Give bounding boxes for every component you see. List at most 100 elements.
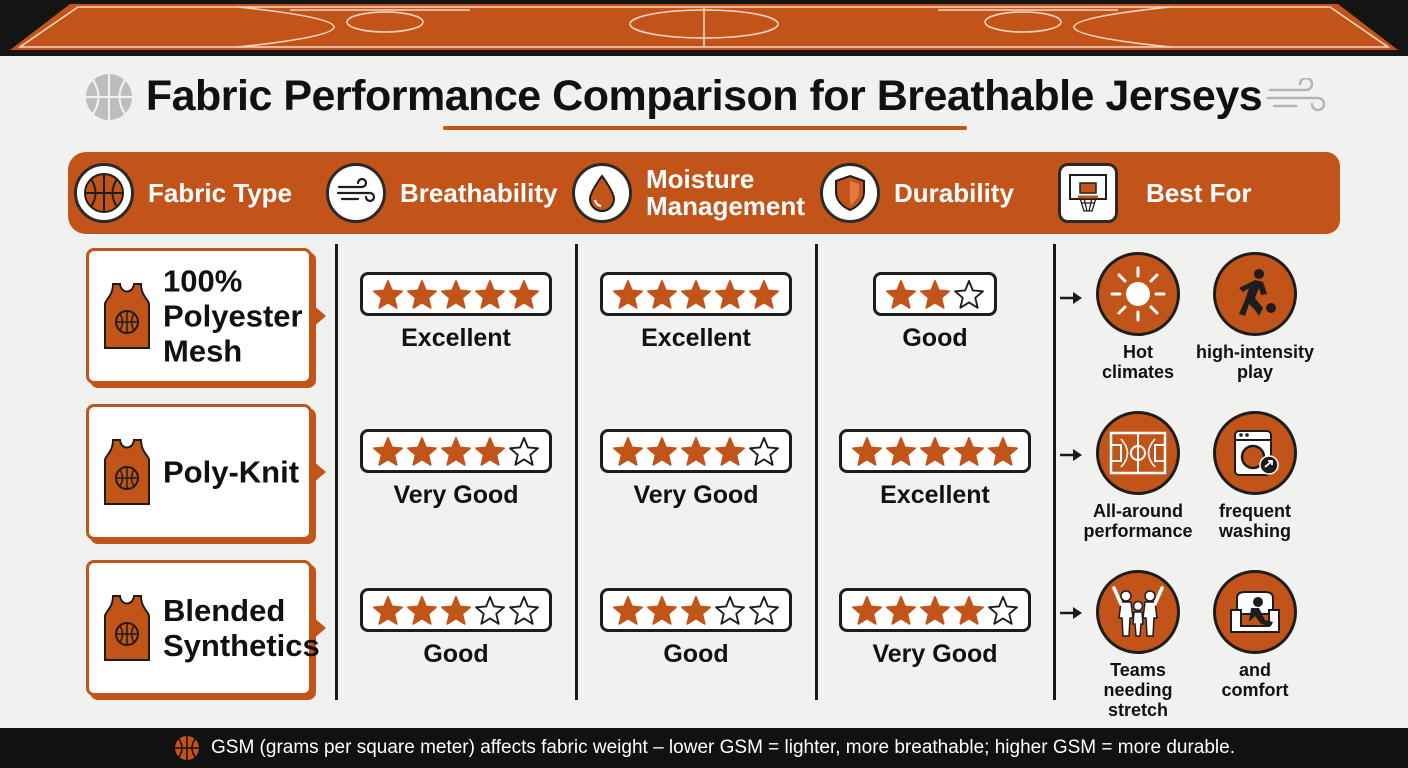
column-divider bbox=[335, 244, 338, 700]
rating-label: Excellent bbox=[401, 324, 511, 352]
best-for-line: comfort bbox=[1221, 680, 1289, 700]
best-for-line: high-intensity bbox=[1196, 342, 1314, 362]
star-filled-icon bbox=[886, 280, 916, 309]
star-filled-icon bbox=[407, 437, 437, 466]
star-filled-icon bbox=[647, 596, 677, 625]
best-for-label: frequent washing bbox=[1196, 501, 1314, 541]
footer-text: GSM (grams per square meter) affects fab… bbox=[211, 737, 1235, 758]
star-empty-icon bbox=[475, 596, 505, 625]
star-empty-icon bbox=[749, 437, 779, 466]
star-filled-icon bbox=[647, 280, 677, 309]
water-drop-icon bbox=[572, 163, 632, 223]
jersey-icon bbox=[104, 283, 150, 349]
star-empty-icon bbox=[509, 596, 539, 625]
fabric-card-polyester-mesh: 100% Polyester Mesh bbox=[86, 248, 326, 384]
rating-label: Excellent bbox=[880, 481, 990, 509]
best-for-item: All-around performance bbox=[1079, 411, 1197, 541]
basketball-icon bbox=[175, 736, 199, 760]
star-filled-icon bbox=[920, 437, 950, 466]
best-for-line: Hot bbox=[1123, 342, 1153, 362]
fabric-name: 100% Polyester Mesh bbox=[163, 263, 303, 369]
header-label: Moisture Management bbox=[646, 166, 805, 220]
fabric-name: Poly-Knit bbox=[163, 454, 300, 490]
star-filled-icon bbox=[647, 437, 677, 466]
card-pointer bbox=[312, 460, 326, 484]
shield-icon bbox=[820, 163, 880, 223]
star-filled-icon bbox=[886, 437, 916, 466]
moisture-rating: Very Good bbox=[577, 429, 815, 510]
star-filled-icon bbox=[509, 280, 539, 309]
wind-icon bbox=[1266, 78, 1326, 112]
best-for-item: Teams needing stretch bbox=[1079, 570, 1197, 720]
sun-icon bbox=[1096, 252, 1180, 336]
durability-rating: Excellent bbox=[816, 429, 1054, 510]
star-filled-icon bbox=[681, 437, 711, 466]
best-for-item: frequent washing bbox=[1196, 411, 1314, 541]
star-filled-icon bbox=[441, 596, 471, 625]
best-for-line: play bbox=[1236, 362, 1274, 382]
star-filled-icon bbox=[407, 280, 437, 309]
arrow-right-icon bbox=[1060, 449, 1082, 461]
best-for-line: stretch bbox=[1107, 700, 1169, 720]
arrow-right-icon bbox=[1060, 292, 1082, 304]
star-empty-icon bbox=[509, 437, 539, 466]
header-label: Breathability bbox=[400, 177, 558, 208]
best-for-item: Hot climates bbox=[1079, 252, 1197, 382]
star-filled-icon bbox=[681, 280, 711, 309]
page-title: Fabric Performance Comparison for Breath… bbox=[145, 72, 1263, 120]
star-empty-icon bbox=[715, 596, 745, 625]
star-filled-icon bbox=[681, 596, 711, 625]
dribbling-player-icon bbox=[1213, 252, 1297, 336]
card-pointer bbox=[312, 304, 326, 328]
arrow-right-icon bbox=[1060, 607, 1082, 619]
header-durability: Durability bbox=[820, 152, 1014, 234]
star-filled-icon bbox=[475, 280, 505, 309]
best-for-label: Teams needing stretch bbox=[1079, 660, 1197, 720]
breathability-rating: Excellent bbox=[337, 272, 575, 353]
rating-label: Excellent bbox=[641, 324, 751, 352]
best-for-label: and comfort bbox=[1196, 660, 1314, 700]
star-rating bbox=[360, 588, 552, 632]
best-for-item: and comfort bbox=[1196, 570, 1314, 700]
star-filled-icon bbox=[373, 437, 403, 466]
star-filled-icon bbox=[852, 437, 882, 466]
best-for-line: performance bbox=[1083, 521, 1193, 541]
basketball-icon bbox=[74, 163, 134, 223]
star-empty-icon bbox=[749, 596, 779, 625]
basketball-icon bbox=[86, 74, 132, 120]
basketball-hoop-icon bbox=[1058, 163, 1118, 223]
durability-rating: Very Good bbox=[816, 588, 1054, 669]
header-label: Fabric Type bbox=[148, 177, 293, 208]
best-for-label: high-intensity play bbox=[1196, 342, 1314, 382]
star-filled-icon bbox=[613, 437, 643, 466]
star-rating bbox=[600, 272, 792, 316]
star-filled-icon bbox=[715, 280, 745, 309]
star-empty-icon bbox=[954, 280, 984, 309]
star-filled-icon bbox=[920, 280, 950, 309]
rating-label: Very Good bbox=[393, 481, 519, 509]
star-rating bbox=[839, 588, 1031, 632]
rating-label: Good bbox=[423, 640, 489, 668]
rating-label: Very Good bbox=[872, 640, 998, 668]
fabric-card-blended-synthetics: Blended Synthetics bbox=[86, 560, 326, 696]
footer-note: GSM (grams per square meter) affects fab… bbox=[0, 728, 1408, 768]
star-filled-icon bbox=[954, 437, 984, 466]
rating-label: Good bbox=[902, 324, 968, 352]
star-filled-icon bbox=[920, 596, 950, 625]
column-divider bbox=[1053, 244, 1056, 700]
jersey-icon bbox=[104, 595, 150, 661]
star-filled-icon bbox=[988, 437, 1018, 466]
best-for-line: frequent bbox=[1219, 501, 1291, 521]
armchair-comfort-icon bbox=[1213, 570, 1297, 654]
column-divider bbox=[815, 244, 818, 700]
header-fabric-type: Fabric Type bbox=[74, 152, 292, 234]
moisture-rating: Good bbox=[577, 588, 815, 669]
star-empty-icon bbox=[988, 596, 1018, 625]
star-filled-icon bbox=[954, 596, 984, 625]
star-filled-icon bbox=[613, 280, 643, 309]
header-moisture: Moisture Management bbox=[572, 152, 805, 234]
best-for-line: washing bbox=[1218, 521, 1291, 541]
moisture-rating: Excellent bbox=[577, 272, 815, 353]
header-label: Best For bbox=[1146, 177, 1252, 208]
header-label-line: Moisture bbox=[646, 164, 755, 194]
